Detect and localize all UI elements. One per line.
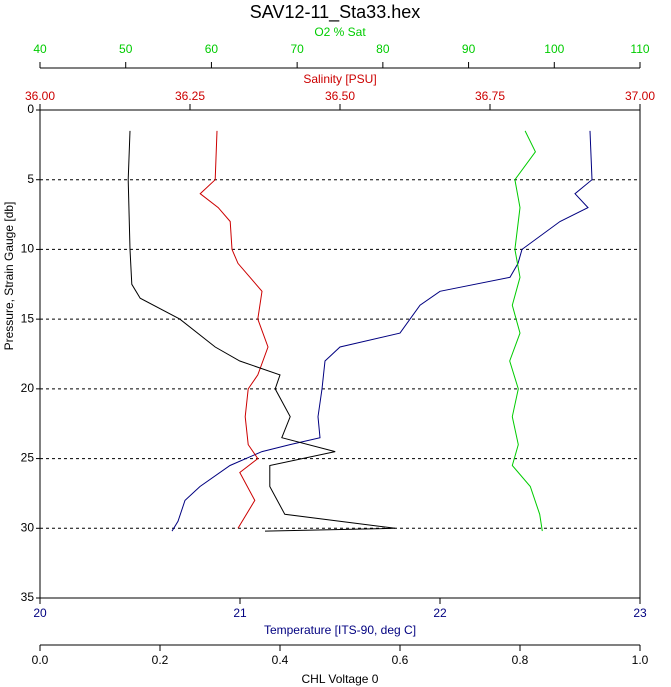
chart-title: SAV12-11_Sta33.hex (250, 2, 420, 23)
y-tick-label: 25 (21, 451, 35, 465)
y-tick-label: 15 (21, 311, 35, 325)
x-tick-label: 20 (33, 606, 47, 620)
y-tick-label: 35 (21, 590, 35, 604)
y-tick-label: 0 (27, 102, 34, 116)
x-axis-label: O2 % Sat (314, 25, 366, 39)
x-tick-label: 40 (33, 42, 47, 56)
y-tick-label: 20 (21, 381, 35, 395)
profile-line (509, 130, 543, 532)
profile-line (127, 130, 396, 532)
x-axis-label: Temperature [ITS-90, deg C] (264, 623, 416, 637)
x-tick-label: 100 (544, 42, 564, 56)
x-axis-label: CHL Voltage 0 (302, 672, 379, 686)
x-tick-label: 70 (290, 42, 304, 56)
x-tick-label: 37.00 (625, 89, 655, 103)
x-tick-label: 23 (633, 606, 647, 620)
x-tick-label: 22 (433, 606, 447, 620)
x-tick-label: 0.0 (32, 653, 49, 667)
x-tick-label: 1.0 (632, 653, 649, 667)
x-tick-label: 36.75 (475, 89, 505, 103)
x-tick-label: 21 (233, 606, 247, 620)
profile-line (171, 130, 593, 532)
x-tick-label: 0.4 (272, 653, 289, 667)
x-tick-label: 50 (119, 42, 133, 56)
y-tick-label: 10 (21, 242, 35, 256)
x-tick-label: 36.00 (25, 89, 55, 103)
y-tick-label: 5 (27, 172, 34, 186)
x-tick-label: 90 (462, 42, 476, 56)
plot-frame (39, 109, 641, 599)
x-tick-label: 0.6 (392, 653, 409, 667)
x-tick-label: 0.2 (152, 653, 169, 667)
x-tick-label: 36.50 (325, 89, 355, 103)
x-tick-label: 36.25 (175, 89, 205, 103)
x-tick-label: 80 (376, 42, 390, 56)
x-tick-label: 60 (205, 42, 219, 56)
x-axis-label: Salinity [PSU] (303, 72, 376, 86)
y-axis-label: Pressure, Strain Gauge [db] (2, 202, 16, 351)
x-tick-label: 110 (630, 42, 649, 56)
y-tick-label: 30 (21, 520, 35, 534)
profile-line (199, 130, 269, 529)
x-tick-label: 0.8 (512, 653, 529, 667)
